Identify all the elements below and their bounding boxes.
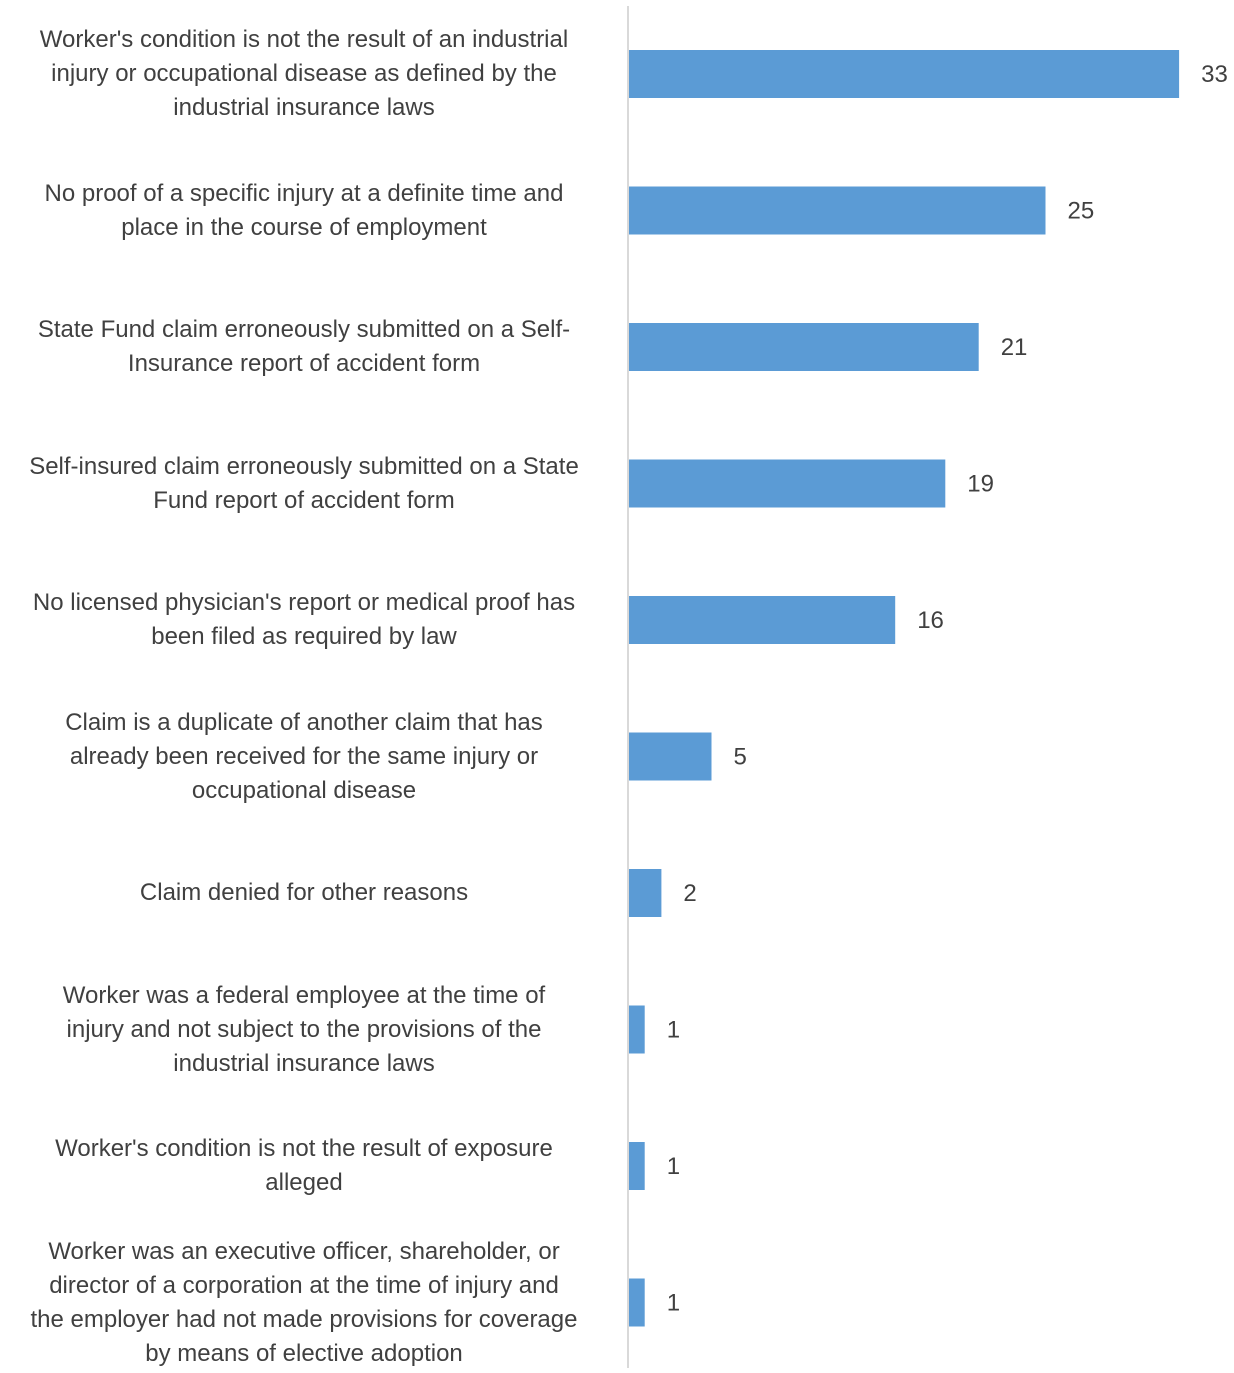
bar — [628, 596, 896, 644]
category-label: Self-insured claim erroneously submitted… — [29, 452, 579, 514]
bar-value-label: 21 — [1001, 334, 1028, 361]
bar-value-label: 1 — [667, 1290, 680, 1317]
bar-value-label: 16 — [917, 607, 944, 634]
bar — [628, 186, 1046, 235]
bar-value-label: 2 — [683, 880, 696, 907]
bar — [628, 869, 662, 917]
category-label: No proof of a specific injury at a defin… — [44, 179, 564, 241]
category-label: Worker's condition is not the result of … — [39, 26, 569, 121]
bar-value-label: 1 — [667, 1153, 680, 1180]
bars-layer — [628, 50, 1180, 1327]
category-label: Claim denied for other reasons — [139, 879, 469, 906]
category-label: Claim is a duplicate of another claim th… — [65, 708, 543, 804]
bar — [628, 50, 1180, 98]
bar-value-label: 19 — [967, 471, 994, 498]
bar — [628, 1005, 645, 1054]
bar — [628, 732, 712, 781]
bar — [628, 1278, 645, 1327]
bar-value-label: 1 — [667, 1017, 680, 1044]
bar — [628, 1142, 645, 1190]
bar-value-label: 5 — [734, 744, 747, 771]
bar-value-label: 33 — [1201, 61, 1228, 88]
bar — [628, 459, 946, 508]
category-label: State Fund claim erroneously submitted o… — [37, 316, 571, 377]
bar-value-label: 25 — [1068, 198, 1095, 225]
category-label: No licensed physician's report or medica… — [32, 589, 576, 650]
category-label: Worker was an executive officer, shareho… — [30, 1237, 578, 1367]
category-label: Worker's condition is not the result of … — [55, 1135, 553, 1196]
category-label: Worker was a federal employee at the tim… — [62, 981, 546, 1077]
bar — [628, 323, 979, 371]
